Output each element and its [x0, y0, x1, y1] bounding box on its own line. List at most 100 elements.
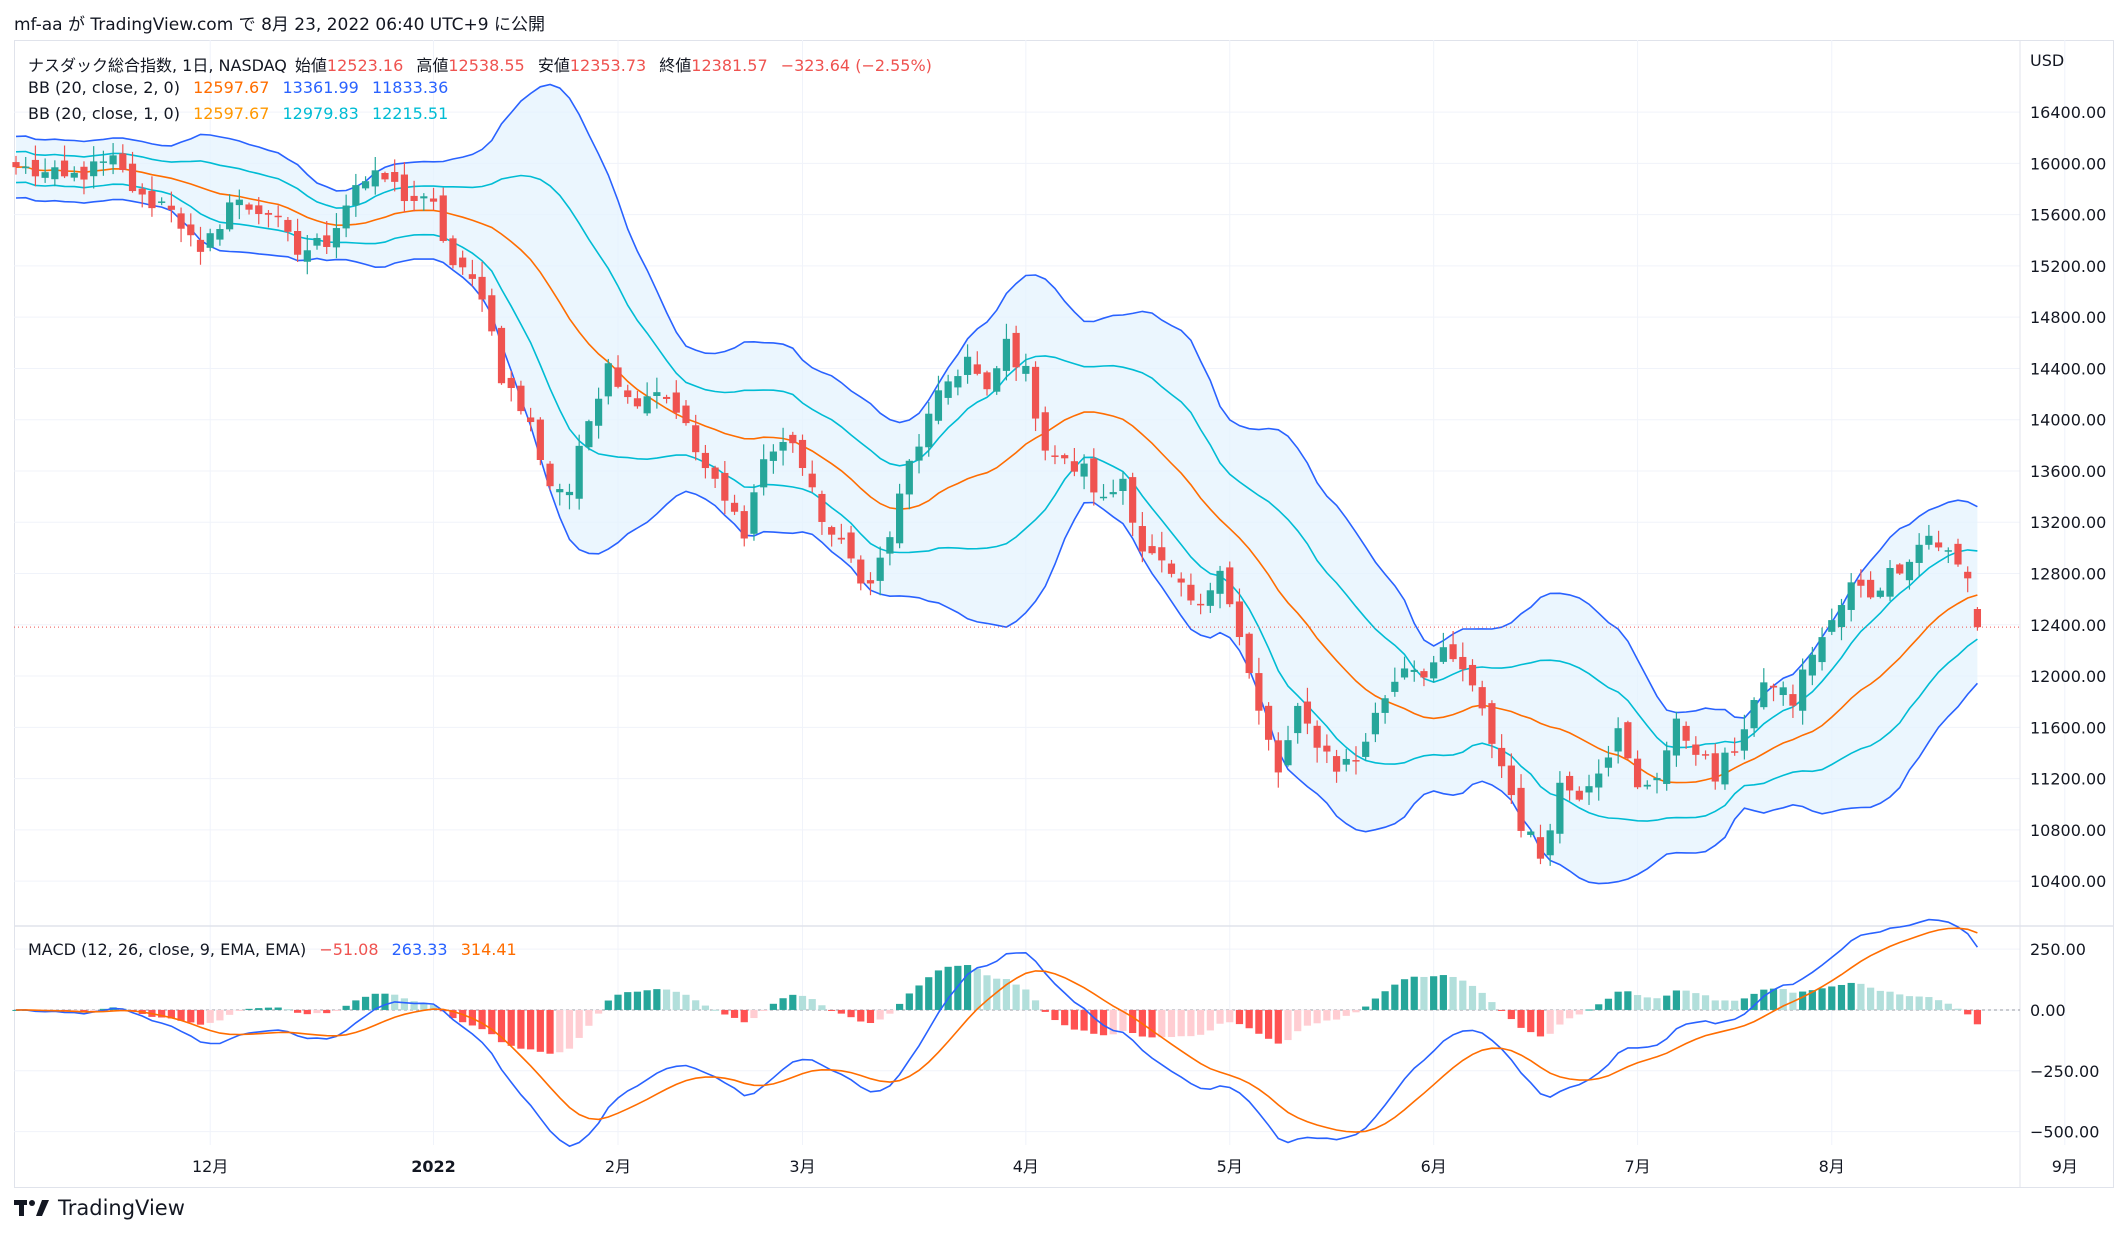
macd-histogram-bar: [1779, 989, 1787, 1010]
candle-body: [682, 405, 690, 424]
candle-body: [1828, 620, 1836, 632]
macd-histogram-bar: [1964, 1009, 1972, 1015]
macd-histogram-bar: [624, 992, 632, 1010]
macd-histogram-bar: [604, 1000, 612, 1010]
candle-body: [595, 398, 603, 426]
macd-histogram-bar: [1439, 975, 1447, 1010]
macd-histogram-bar: [896, 1003, 904, 1010]
candle-body: [381, 172, 389, 180]
macd-histogram-bar: [177, 1009, 185, 1021]
candle-body: [1808, 654, 1816, 676]
macd-histogram-bar: [1818, 988, 1826, 1010]
macd-histogram-bar: [1216, 1009, 1224, 1024]
macd-histogram-bar: [1070, 1009, 1078, 1030]
candle-body: [633, 398, 642, 407]
candle-body: [730, 502, 739, 512]
candle-body: [1187, 584, 1195, 601]
candle-body: [614, 367, 622, 387]
candle-body: [1235, 601, 1244, 638]
macd-histogram-bar: [1391, 984, 1399, 1010]
legend-bb2-lower: 11833.36: [371, 78, 449, 97]
candle-body: [837, 537, 845, 540]
candle-body: [429, 198, 438, 202]
macd-histogram-bar: [876, 1009, 884, 1020]
candle-body: [1837, 605, 1846, 628]
legend-macd-hist: −51.08: [319, 940, 379, 959]
candle-body: [400, 174, 408, 202]
candle-body: [1556, 782, 1564, 834]
candle-body: [128, 163, 137, 192]
macd-histogram-bar: [711, 1009, 719, 1011]
macd-histogram-bar: [1468, 985, 1477, 1010]
candle-body: [1944, 550, 1952, 552]
candle-body: [274, 215, 282, 218]
legend-macd-label: MACD (12, 26, close, 9, EMA, EMA): [28, 940, 307, 959]
macd-histogram-bar: [1284, 1009, 1292, 1041]
macd-histogram-bar: [1430, 976, 1438, 1010]
macd-histogram-bar: [1653, 998, 1661, 1010]
macd-histogram-bar: [847, 1009, 855, 1018]
candle-body: [1352, 760, 1360, 762]
candle-body: [818, 493, 826, 522]
macd-histogram-bar: [449, 1009, 457, 1019]
candle-body: [226, 202, 234, 230]
candle-body: [1672, 718, 1681, 756]
macd-histogram-bar: [1643, 997, 1651, 1010]
macd-histogram-bar: [789, 994, 797, 1010]
legend-close-label: 終値: [659, 56, 692, 75]
macd-histogram-bar: [973, 968, 981, 1010]
macd-histogram-bar: [1274, 1009, 1282, 1044]
price-tick-label: 11200.00: [2030, 770, 2106, 789]
macd-histogram-bar: [1604, 998, 1613, 1010]
candle-body: [1954, 543, 1962, 565]
macd-histogram-bar: [1012, 984, 1020, 1010]
candle-body: [915, 446, 923, 461]
candle-body: [1129, 477, 1137, 523]
candle-body: [449, 238, 457, 266]
macd-histogram-bar: [1837, 984, 1846, 1010]
legend-bb2-basis: 12597.67: [193, 78, 270, 97]
candle-body: [905, 460, 913, 495]
candle-body: [1896, 564, 1904, 574]
candle-body: [303, 250, 311, 262]
legend-bb1-basis: 12597.67: [193, 104, 270, 123]
macd-histogram-bar: [1061, 1009, 1069, 1026]
candle-body: [488, 295, 496, 332]
candle-body: [1051, 455, 1059, 457]
macd-histogram-bar: [1876, 990, 1884, 1010]
macd-histogram-bar: [1799, 991, 1807, 1010]
footer-brand: TradingView: [58, 1196, 185, 1220]
candle-body: [342, 205, 350, 229]
candle-body: [1410, 669, 1418, 672]
candle-body: [1818, 637, 1826, 663]
macd-histogram-bar: [1575, 1009, 1583, 1015]
macd-histogram-bar: [653, 989, 661, 1010]
tradingview-footer[interactable]: TradingView: [14, 1196, 185, 1220]
candle-body: [1585, 786, 1593, 793]
candle-body: [876, 557, 884, 581]
candle-body: [60, 160, 69, 177]
macd-histogram-bar: [497, 1009, 506, 1043]
macd-histogram-bar: [293, 1009, 302, 1013]
macd-histogram-bar: [1303, 1009, 1312, 1026]
macd-histogram-bar: [1051, 1009, 1059, 1021]
macd-histogram-bar: [1769, 988, 1778, 1010]
macd-histogram-bar: [1925, 997, 1933, 1010]
candle-body: [90, 161, 98, 177]
macd-histogram-bar: [517, 1009, 525, 1049]
candle-body: [711, 467, 719, 479]
macd-histogram-bar: [857, 1009, 865, 1022]
candle-body: [99, 161, 107, 163]
macd-histogram-bar: [1488, 1002, 1496, 1010]
candle-body: [391, 172, 399, 182]
macd-histogram-bar: [1022, 989, 1030, 1010]
macd-histogram-bar: [1478, 992, 1486, 1010]
candle-body: [1643, 784, 1651, 787]
candle-body: [293, 230, 302, 255]
legend-close: 12381.57: [691, 56, 768, 75]
time-tick-label: 7月: [1624, 1157, 1650, 1176]
candle-body: [196, 239, 205, 252]
candle-body: [1177, 578, 1185, 583]
macd-histogram-bar: [1235, 1009, 1244, 1025]
